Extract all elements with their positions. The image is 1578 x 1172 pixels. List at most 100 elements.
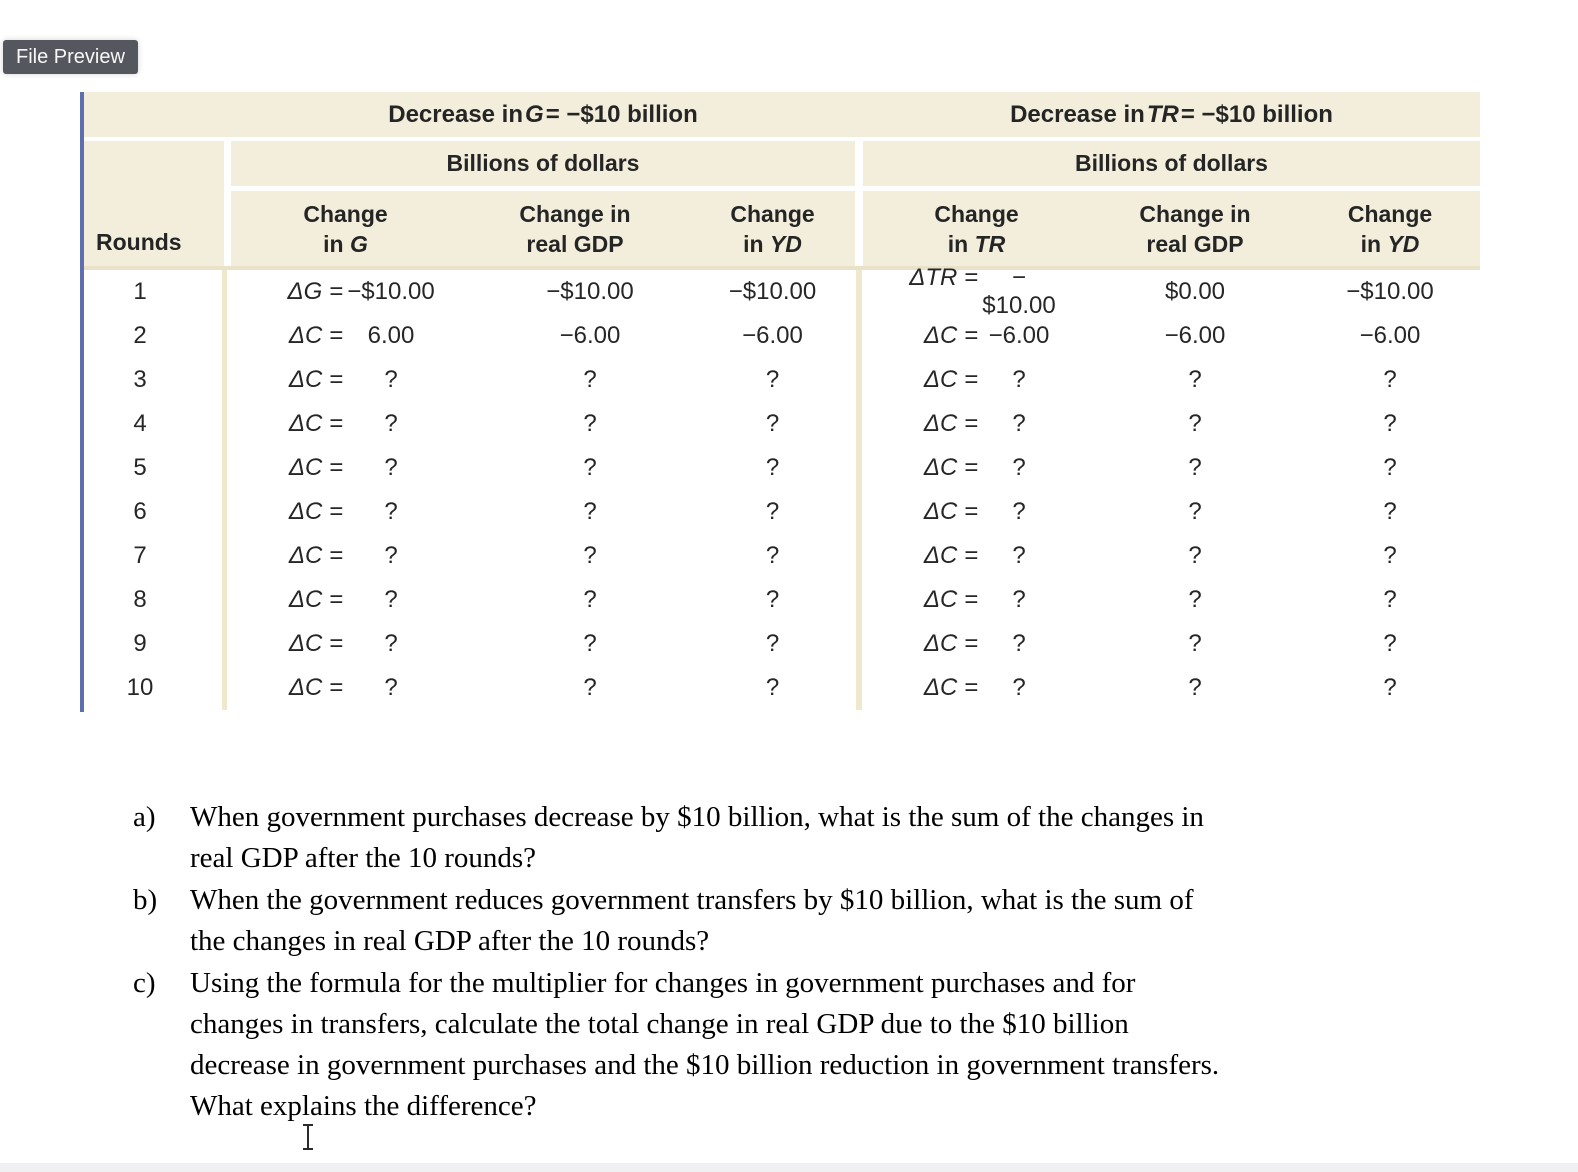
delta-value: ? <box>384 630 398 657</box>
real-gdp-cell-left: ? <box>583 674 597 701</box>
real-gdp-cell-right: ? <box>1188 454 1202 481</box>
yd-cell-right: ? <box>1383 542 1397 569</box>
table-row: 5 ΔC = ? ? ? ΔC = ? ? ? <box>84 446 1480 490</box>
file-preview-chip[interactable]: File Preview <box>3 40 138 74</box>
change-in-tr-cell: ΔC = ? <box>863 454 1090 482</box>
real-gdp-cell-right: $0.00 <box>1164 278 1226 305</box>
delta-label: ΔC = <box>923 366 978 393</box>
group-header-g-var: G <box>525 100 544 128</box>
change-in-g-cell: ΔC = ? <box>231 498 460 526</box>
delta-value: ? <box>1012 674 1026 701</box>
col-header-line2: in G <box>323 229 368 259</box>
delta-label: ΔC = <box>288 410 343 437</box>
question-a-text: When government purchases decrease by $1… <box>190 801 1204 874</box>
delta-value: ? <box>384 586 398 613</box>
yd-cell-left: ? <box>765 630 780 657</box>
question-a-marker: a) <box>133 801 156 833</box>
round-number-cell: 5 <box>133 454 147 481</box>
col-header-line1: Change in <box>519 200 631 227</box>
table-data-rows: 1 ΔG = −$10.00 −$10.00 −$10.00 ΔTR = −$1… <box>84 264 1480 710</box>
real-gdp-cell-right: ? <box>1188 674 1202 701</box>
yd-cell-right: ? <box>1383 586 1397 613</box>
delta-value: ? <box>1012 630 1026 657</box>
change-in-g-cell: ΔC = ? <box>231 454 460 482</box>
yd-cell-left: ? <box>765 366 780 393</box>
change-in-g-cell: ΔC = ? <box>231 674 460 702</box>
yd-cell-left: ? <box>765 454 780 481</box>
subheader-left: Billions of dollars <box>231 141 855 186</box>
question-c: c) Using the formula for the multiplier … <box>133 963 1483 1127</box>
delta-value: −6.00 <box>988 322 1050 349</box>
table-row: 1 ΔG = −$10.00 −$10.00 −$10.00 ΔTR = −$1… <box>84 264 1480 319</box>
delta-value: ? <box>1012 586 1026 613</box>
col-header-real-gdp-left: Change in real GDP <box>460 191 690 266</box>
col-header-line2-pre: real GDP <box>526 230 624 257</box>
question-b-marker: b) <box>133 884 158 916</box>
yd-cell-right: ? <box>1383 366 1397 393</box>
header-bottom-divider <box>84 266 1480 270</box>
table-accent-border <box>80 92 84 712</box>
real-gdp-cell-right: ? <box>1188 542 1202 569</box>
delta-value: ? <box>1012 498 1026 525</box>
round-number-cell: 9 <box>133 630 147 657</box>
delta-value: ? <box>384 454 398 481</box>
col-header-line1: Change in <box>1139 200 1251 227</box>
delta-label: ΔC = <box>923 498 978 525</box>
change-in-g-cell: ΔC = ? <box>231 542 460 570</box>
question-b-text: When the government reduces government t… <box>190 884 1194 957</box>
rounds-header-cell: Rounds <box>84 141 224 266</box>
round-number-cell: 7 <box>133 542 147 569</box>
col-header-change-in-yd-right: Change in YD <box>1300 191 1480 266</box>
change-in-g-cell: ΔC = ? <box>231 410 460 438</box>
group-header-tr-var: TR <box>1146 100 1179 128</box>
delta-value: −$10.00 <box>347 278 435 305</box>
round-number-cell: 1 <box>133 278 147 305</box>
col-header-line2-var: TR <box>974 230 1006 257</box>
col-header-line1: Change <box>730 200 815 227</box>
rounds-label: Rounds <box>96 229 182 255</box>
col-header-line1: Change <box>1347 200 1433 227</box>
col-header-line2: real GDP <box>1146 229 1243 259</box>
questions-block: a) When government purchases decrease by… <box>133 797 1483 1128</box>
delta-label: ΔC = <box>288 498 343 525</box>
real-gdp-cell-left: −$10.00 <box>546 278 634 305</box>
yd-cell-right: −$10.00 <box>1346 278 1434 305</box>
delta-label: ΔC = <box>923 674 978 701</box>
yd-cell-right: ? <box>1383 454 1397 481</box>
change-in-tr-cell: ΔC = ? <box>863 542 1090 570</box>
delta-value: ? <box>1012 410 1026 437</box>
group-header-band <box>84 92 1480 137</box>
delta-label: ΔC = <box>288 322 343 349</box>
real-gdp-cell-left: ? <box>583 542 597 569</box>
yd-cell-left: ? <box>765 586 780 613</box>
col-header-line2: real GDP <box>526 229 623 259</box>
delta-label: ΔC = <box>923 542 978 569</box>
change-in-g-cell: ΔC = ? <box>231 366 460 394</box>
delta-value: ? <box>1012 454 1026 481</box>
delta-label: ΔC = <box>288 586 343 613</box>
col-header-change-in-g: Change in G <box>231 191 460 266</box>
change-in-g-cell: ΔC = 6.00 <box>231 322 460 350</box>
table-row: 4 ΔC = ? ? ? ΔC = ? ? ? <box>84 402 1480 446</box>
delta-label: ΔC = <box>923 454 978 481</box>
delta-value: ? <box>384 366 398 393</box>
col-header-line2-var: G <box>349 230 368 257</box>
change-in-g-cell: ΔG = −$10.00 <box>231 278 460 306</box>
real-gdp-cell-left: ? <box>583 630 597 657</box>
delta-label: ΔC = <box>288 542 343 569</box>
col-header-line2: in TR <box>948 229 1006 259</box>
change-in-tr-cell: ΔC = ? <box>863 498 1090 526</box>
group-header-tr-post: = −$10 billion <box>1180 100 1333 128</box>
question-c-marker: c) <box>133 967 156 999</box>
question-c-text: Using the formula for the multiplier for… <box>190 967 1220 1122</box>
group-header-tr: Decrease in TR = −$10 billion <box>863 92 1480 137</box>
rounds-column-divider <box>222 270 227 710</box>
yd-cell-left: ? <box>765 498 780 525</box>
yd-cell-left: ? <box>765 410 780 437</box>
yd-cell-right: ? <box>1383 410 1397 437</box>
round-number-cell: 3 <box>133 366 147 393</box>
table-row: 7 ΔC = ? ? ? ΔC = ? ? ? <box>84 534 1480 578</box>
table-row: 9 ΔC = ? ? ? ΔC = ? ? ? <box>84 622 1480 666</box>
col-header-change-in-tr: Change in TR <box>863 191 1090 266</box>
yd-cell-left: ? <box>765 542 780 569</box>
